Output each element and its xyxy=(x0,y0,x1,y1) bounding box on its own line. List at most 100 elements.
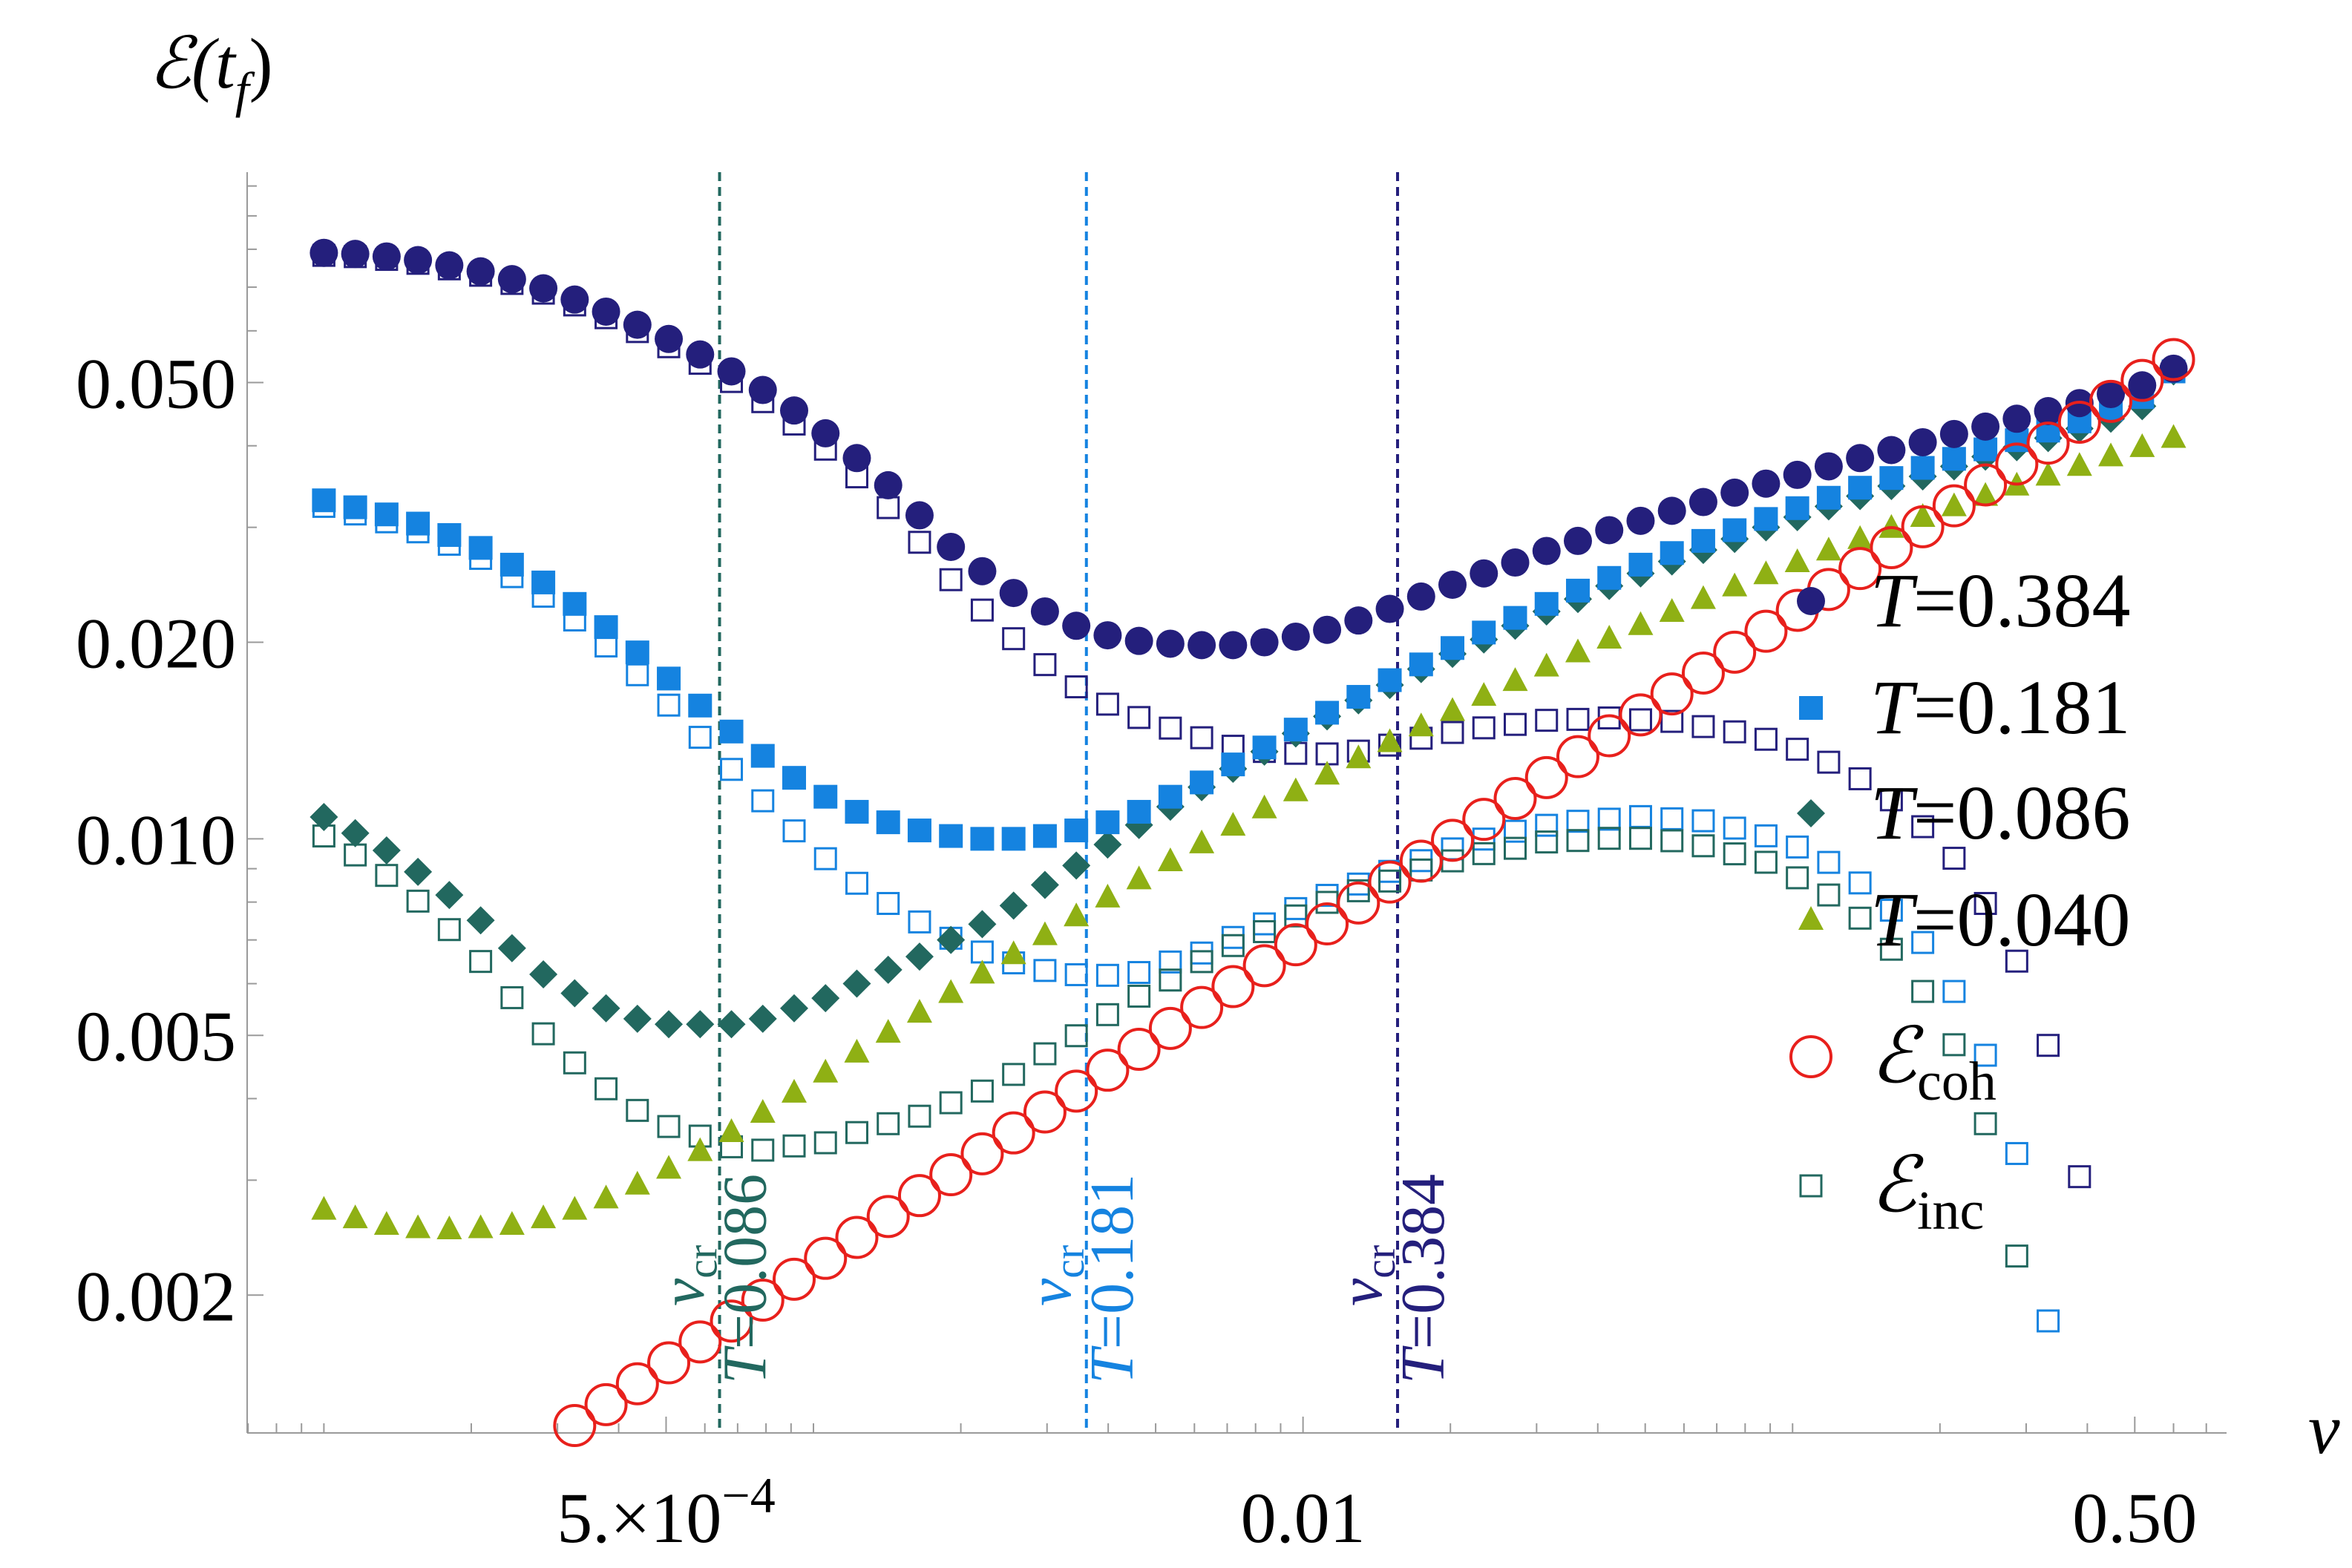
legend-label-value: =0.040 xyxy=(1913,877,2131,962)
data-point-coherent xyxy=(647,1341,691,1385)
data-point-incoherent xyxy=(877,891,900,915)
data-point xyxy=(1409,652,1433,677)
data-point xyxy=(311,1195,337,1220)
data-point xyxy=(748,1004,777,1033)
data-point xyxy=(1879,466,1904,491)
data-point-incoherent xyxy=(406,889,430,913)
data-point-incoherent xyxy=(375,864,399,888)
data-point xyxy=(717,357,746,386)
data-point-incoherent xyxy=(1095,1003,1119,1026)
legend-label-symbol: T xyxy=(1870,877,1918,962)
data-point-incoherent xyxy=(1973,891,1997,915)
critical-v-sub: cr xyxy=(1356,1245,1404,1279)
data-point xyxy=(1313,615,1342,644)
critical-T-label: T=0.384 xyxy=(1389,1174,1458,1384)
x-tick-label: 0.01 xyxy=(1241,1478,1366,1558)
data-point-coherent xyxy=(1148,1006,1192,1050)
data-point-incoherent xyxy=(1911,815,1935,839)
data-point-coherent xyxy=(1744,609,1788,653)
data-point xyxy=(1688,488,1717,516)
data-point xyxy=(529,274,558,303)
data-point xyxy=(1816,485,1841,510)
data-point-incoherent xyxy=(1942,847,1966,870)
data-point xyxy=(750,1099,776,1123)
data-point-incoherent xyxy=(1472,842,1496,865)
data-point-incoherent xyxy=(1942,1033,1966,1057)
critical-v-label: vcr xyxy=(649,1245,727,1306)
data-point xyxy=(686,340,715,369)
data-point-incoherent xyxy=(657,1115,681,1138)
data-point-incoherent xyxy=(1095,963,1119,987)
data-point-coherent xyxy=(866,1195,910,1239)
data-point xyxy=(499,552,524,577)
data-point xyxy=(623,310,652,339)
data-point xyxy=(813,1058,839,1083)
data-point xyxy=(1910,502,1936,527)
data-point xyxy=(1156,629,1185,658)
data-point-incoherent xyxy=(1911,931,1935,954)
data-point xyxy=(1973,482,1999,506)
data-point xyxy=(1503,606,1527,630)
data-point xyxy=(309,238,338,267)
data-point-incoherent xyxy=(1064,675,1088,699)
data-point xyxy=(937,532,966,561)
data-point xyxy=(656,1155,682,1179)
data-point-incoherent xyxy=(1190,950,1213,974)
data-point xyxy=(717,1010,746,1039)
data-point xyxy=(686,1010,715,1039)
data-point-incoherent xyxy=(1848,906,1872,930)
data-point-incoherent xyxy=(813,1131,837,1155)
data-point-coherent xyxy=(1681,652,1725,695)
data-point xyxy=(1408,712,1434,737)
data-point-incoherent xyxy=(1504,836,1527,860)
data-point-incoherent xyxy=(1127,706,1151,729)
data-point-coherent xyxy=(804,1236,848,1280)
data-point xyxy=(1597,565,1622,590)
data-point xyxy=(592,297,620,326)
data-point xyxy=(1030,597,1059,626)
data-point-coherent xyxy=(1901,505,1945,548)
data-point xyxy=(937,925,966,954)
data-point-incoherent xyxy=(1691,834,1715,858)
data-point xyxy=(341,819,370,847)
data-point xyxy=(1158,784,1182,809)
data-point-incoherent xyxy=(1911,980,1935,1003)
data-point xyxy=(1157,847,1183,871)
legend-marker xyxy=(1799,1174,1823,1198)
data-point xyxy=(655,1010,684,1039)
data-point xyxy=(1315,701,1340,725)
legend-entry: T=0.384 xyxy=(1797,558,2131,643)
series-T=0.040 xyxy=(311,424,2186,1239)
data-point-coherent xyxy=(1086,1049,1130,1092)
data-point xyxy=(435,251,464,280)
data-point-incoherent xyxy=(1754,727,1778,751)
critical-v-symbol: v xyxy=(1015,1278,1084,1306)
data-point xyxy=(1753,560,1779,585)
data-point-incoherent xyxy=(908,531,931,554)
data-point xyxy=(497,934,526,962)
data-point-coherent xyxy=(2026,421,2070,465)
data-point xyxy=(1250,628,1279,657)
data-point-incoherent xyxy=(594,1077,618,1100)
data-point-coherent xyxy=(1055,1069,1098,1113)
data-point-incoherent xyxy=(1566,707,1590,731)
data-point-incoherent xyxy=(1754,824,1778,847)
data-point xyxy=(435,881,464,910)
data-point xyxy=(404,246,433,275)
data-point xyxy=(1344,606,1373,635)
legend-label-value: =0.384 xyxy=(1913,558,2131,643)
data-point xyxy=(876,810,900,835)
series-T=0.384 xyxy=(309,238,2188,660)
data-point xyxy=(437,522,462,547)
data-point-incoherent xyxy=(782,819,806,843)
data-point-incoherent xyxy=(1190,726,1213,749)
data-point-incoherent xyxy=(1033,959,1057,983)
data-point-coherent xyxy=(1306,902,1349,946)
data-point xyxy=(1064,902,1090,927)
data-point-coherent xyxy=(584,1382,628,1426)
data-point-coherent xyxy=(1995,442,2039,486)
data-point-incoherent xyxy=(1817,750,1841,774)
data-point xyxy=(1596,624,1622,649)
